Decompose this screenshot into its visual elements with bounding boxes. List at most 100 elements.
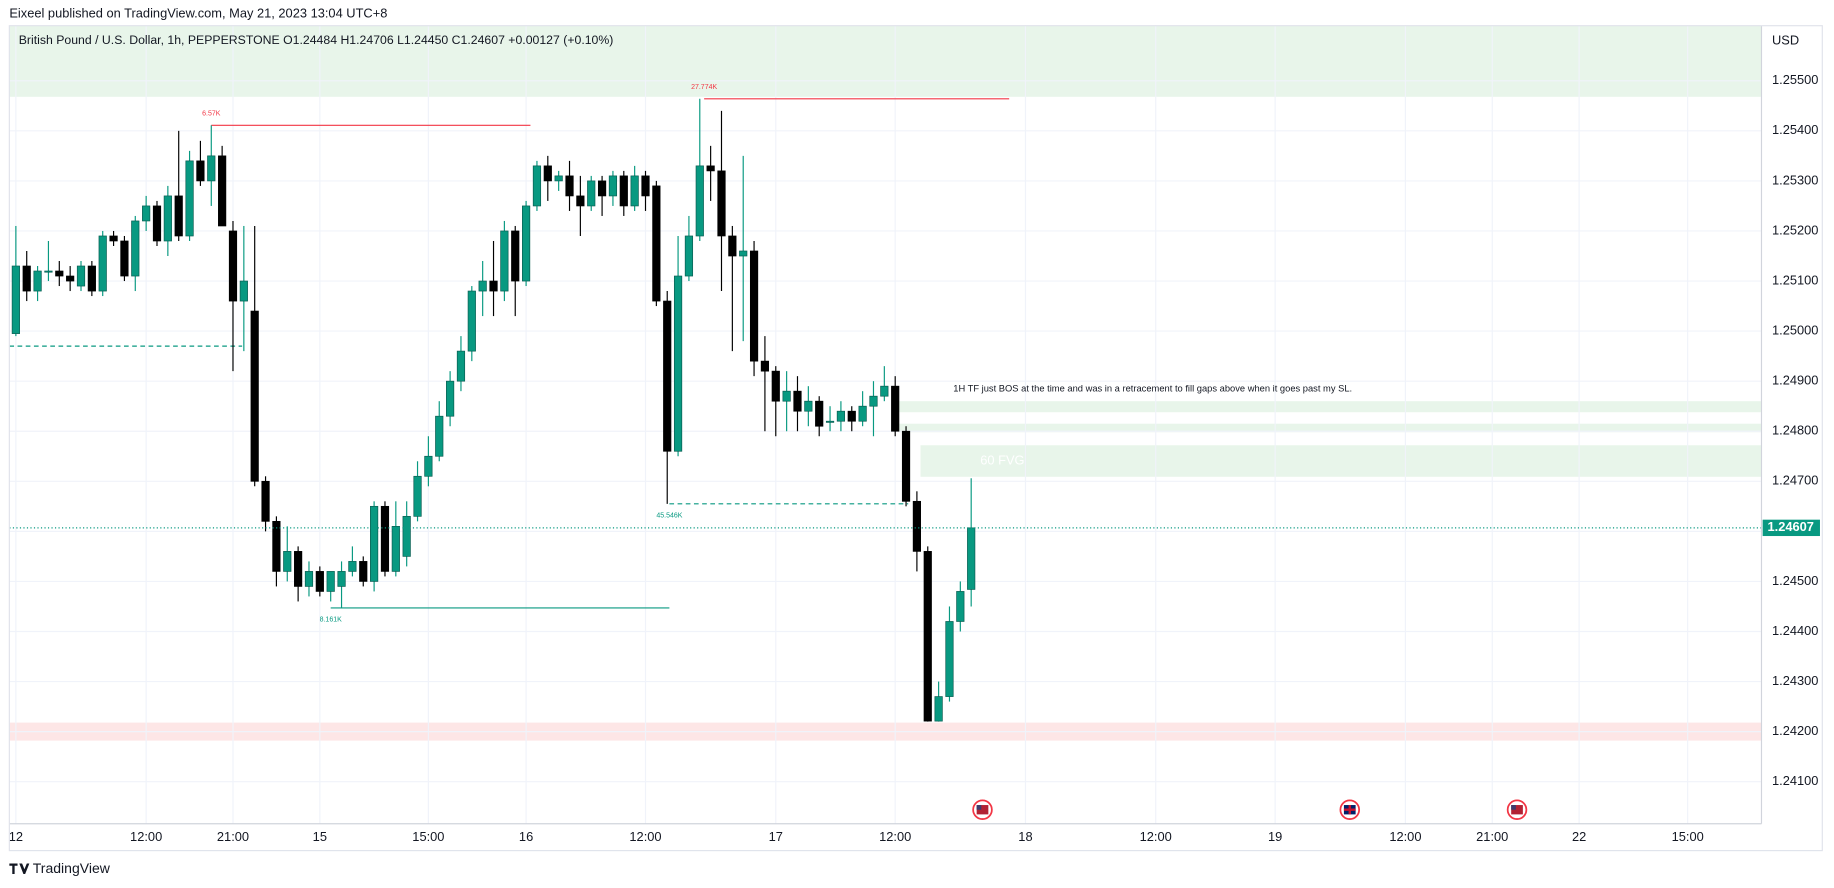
- candle-body: [446, 380, 455, 417]
- note: 1H TF just BOS at the time and was in a …: [953, 384, 1352, 394]
- candle-body: [228, 230, 238, 302]
- candle-body: [608, 175, 618, 197]
- candle-body: [717, 170, 726, 237]
- candle-body: [630, 175, 639, 207]
- candle-body: [294, 551, 303, 587]
- y-tick-label: 1.25300: [1772, 172, 1818, 187]
- x-tick-label: 21:00: [1476, 829, 1508, 844]
- last-price-box: [1762, 519, 1820, 537]
- candle-body: [934, 696, 943, 722]
- candle-body: [391, 526, 400, 572]
- candle-body: [706, 165, 715, 172]
- candle-body: [152, 205, 162, 242]
- candle-body: [923, 551, 932, 722]
- candle-body: [33, 270, 42, 292]
- candle-body: [304, 571, 314, 587]
- candle-body: [359, 561, 368, 582]
- y-tick-label: 1.25000: [1772, 322, 1818, 337]
- x-tick-label: 15:00: [412, 829, 444, 844]
- candle-body: [337, 571, 346, 587]
- zone: [920, 445, 1762, 477]
- candle-body: [239, 280, 248, 302]
- candle-body: [587, 180, 596, 207]
- candle-body: [684, 235, 694, 277]
- x-tick-label: 12:00: [130, 829, 162, 844]
- candle-body: [424, 455, 433, 477]
- candle-body: [825, 420, 835, 423]
- candle-body: [511, 230, 520, 282]
- candle-body: [22, 265, 31, 292]
- pivot-label: 6.57K: [202, 111, 221, 118]
- zone: [898, 423, 1762, 433]
- candle-body: [76, 265, 86, 287]
- candle-body: [109, 235, 118, 242]
- candle-body: [565, 175, 574, 197]
- candle-body: [793, 390, 802, 412]
- candle-body: [858, 405, 867, 422]
- x-tick-label: 12:00: [1140, 829, 1172, 844]
- candle-body: [880, 385, 889, 397]
- candle-body: [652, 185, 661, 302]
- pivot-label: 45.546K: [656, 512, 682, 519]
- legend: British Pound / U.S. Dollar, 1h, PEPPERS…: [19, 33, 614, 47]
- candle-body: [815, 400, 824, 427]
- candle-body: [847, 410, 856, 422]
- candle-body: [402, 515, 411, 557]
- zone-label: 60 FVG: [980, 452, 1024, 467]
- candle-body: [98, 235, 107, 292]
- candle-body: [413, 475, 422, 517]
- candle-body: [771, 370, 780, 402]
- candle-body: [521, 205, 531, 282]
- candle-body: [66, 275, 75, 282]
- candle-body: [467, 290, 476, 352]
- x-tick-label: 18: [1018, 829, 1032, 844]
- candle-body: [370, 505, 379, 582]
- brand-logo: [9, 863, 30, 874]
- currency: USD: [1772, 32, 1799, 47]
- candle-body: [956, 591, 965, 622]
- candle-body: [663, 300, 672, 452]
- candle-body: [695, 165, 704, 237]
- candle-body: [456, 350, 466, 382]
- event-icons: [972, 799, 1528, 820]
- candle-body: [283, 551, 292, 572]
- candle-body: [131, 220, 140, 277]
- candle-body: [532, 165, 542, 207]
- x-tick-label: 12: [9, 829, 23, 844]
- y-tick-label: 1.24700: [1772, 473, 1818, 488]
- candle-body: [435, 415, 444, 457]
- candle-body: [489, 280, 498, 292]
- zone: [898, 401, 1762, 413]
- candle-body: [250, 310, 259, 482]
- candle-body: [945, 621, 954, 697]
- candle-body: [728, 235, 737, 257]
- publisher: Eixeel published on TradingView.com, May…: [9, 5, 387, 20]
- candle-body: [326, 571, 335, 592]
- y-tick-label: 1.25200: [1772, 222, 1818, 237]
- marks: 6.57K 27.774K 45.546K 8.161K: [9, 84, 1010, 722]
- last-price-label: 1.24607: [1767, 519, 1813, 534]
- x-tick-label: 12:00: [879, 829, 911, 844]
- candle-body: [619, 175, 628, 207]
- candle-body: [55, 270, 64, 277]
- x-tick-label: 16: [519, 829, 533, 844]
- candle-body: [87, 265, 96, 292]
- candle-body: [142, 205, 151, 222]
- pivot-label: 27.774K: [691, 84, 717, 91]
- candle-body: [174, 195, 183, 237]
- candle-body: [272, 520, 281, 572]
- y-tick-label: 1.24200: [1772, 723, 1818, 738]
- candle-body: [749, 250, 759, 362]
- candle-body: [315, 571, 324, 592]
- y-tick-label: 1.24300: [1772, 673, 1818, 688]
- grid: [9, 25, 1762, 824]
- candle-body: [739, 250, 748, 257]
- candle-body: [380, 505, 390, 572]
- candle-body: [673, 275, 683, 452]
- x-tick-label: 12:00: [1389, 829, 1421, 844]
- candle-body: [641, 175, 650, 197]
- candle-body: [196, 160, 205, 182]
